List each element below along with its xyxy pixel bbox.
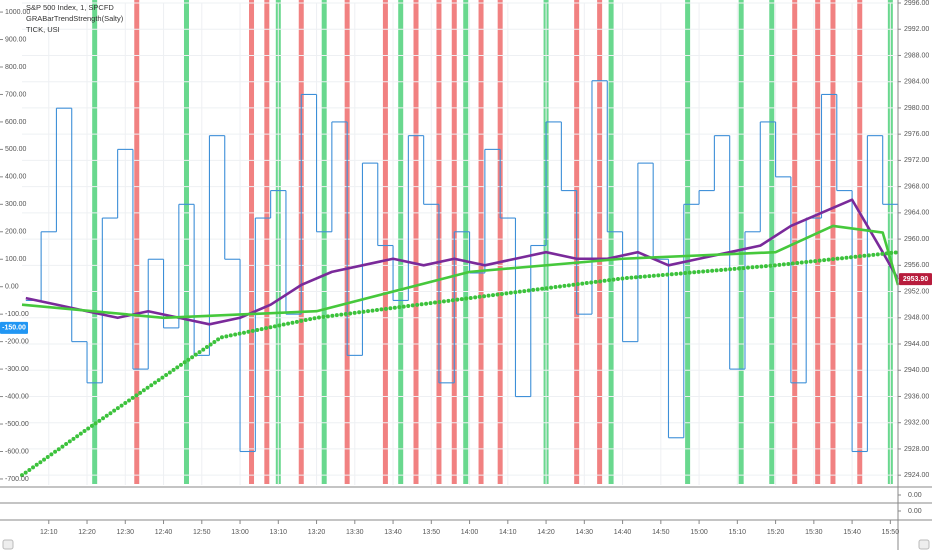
y-tick-label: 0.00	[5, 284, 19, 291]
x-tick-label: 12:50	[193, 529, 211, 536]
series-line	[20, 250, 900, 478]
y2-tick-label: 2992.00	[904, 26, 929, 33]
y2-tick-label: 2936.00	[904, 393, 929, 400]
x-tick-label: 14:50	[652, 529, 670, 536]
y2-tick-label: 2964.00	[904, 210, 929, 217]
x-tick-label: 14:40	[614, 529, 632, 536]
last-value-badge	[899, 273, 932, 286]
y-tick-label: 600.00	[5, 119, 27, 126]
y-tick-label: 100.00	[5, 256, 27, 263]
y2-tick-label: 2980.00	[904, 105, 929, 112]
pane-tick-label: 0.00	[908, 492, 922, 499]
y2-tick-label: 2944.00	[904, 341, 929, 348]
pane-tick-label: 0.00	[908, 508, 922, 515]
y-tick-label: 300.00	[5, 201, 27, 208]
y-tick-label: 200.00	[5, 229, 27, 236]
y-tick-label: -100.00	[5, 311, 29, 318]
signal-band	[382, 0, 388, 484]
x-tick-label: 12:10	[40, 529, 58, 536]
signal-band	[92, 0, 98, 484]
signal-band	[183, 0, 189, 484]
legend-entry: GRABarTrendStrength(Salty)	[26, 14, 124, 23]
x-tick-label: 13:50	[423, 529, 441, 536]
x-tick-label: 15:40	[843, 529, 861, 536]
last-value-label: 2953.90	[903, 276, 928, 283]
y2-tick-label: 2928.00	[904, 446, 929, 453]
signal-band	[815, 0, 821, 484]
signal-band	[478, 0, 484, 484]
y2-tick-label: 2960.00	[904, 236, 929, 243]
x-tick-label: 12:40	[155, 529, 173, 536]
signal-band	[413, 0, 419, 484]
y2-tick-label: 2968.00	[904, 183, 929, 190]
x-tick-label: 15:30	[805, 529, 823, 536]
x-tick-label: 14:20	[537, 529, 555, 536]
grid	[22, 2, 898, 485]
signal-band	[398, 0, 404, 484]
y-tick-label: 800.00	[5, 64, 27, 71]
signal-band	[769, 0, 775, 484]
signal-band	[857, 0, 863, 484]
y2-tick-label: 2996.00	[904, 0, 929, 7]
signal-band	[264, 0, 270, 484]
y-tick-label: -400.00	[5, 393, 29, 400]
x-tick-label: 15:10	[729, 529, 747, 536]
x-tick-label: 14:10	[499, 529, 517, 536]
y2-tick-label: 2948.00	[904, 315, 929, 322]
y2-tick-label: 2972.00	[904, 157, 929, 164]
y2-tick-label: 2924.00	[904, 472, 929, 479]
signal-band	[134, 0, 140, 484]
x-tick-label: 12:30	[117, 529, 135, 536]
y-tick-label: -600.00	[5, 448, 29, 455]
legend-entry: S&P 500 Index, 1, SPCFD	[26, 3, 114, 12]
legend-entry: TICK, USI	[26, 25, 60, 34]
signal-band	[249, 0, 255, 484]
y-tick-label: -300.00	[5, 366, 29, 373]
y2-tick-label: 2932.00	[904, 420, 929, 427]
x-tick-label: 13:10	[270, 529, 288, 536]
y-tick-label: -500.00	[5, 421, 29, 428]
signal-band	[497, 0, 503, 484]
signal-band	[830, 0, 836, 484]
axes: 12:10 12:20 12:30 12:40 12:50 13:00 13:10 13:20…	[0, 0, 932, 536]
y2-tick-label: 2940.00	[904, 367, 929, 374]
x-tick-label: 14:30	[576, 529, 594, 536]
signal-band	[685, 0, 691, 484]
plot	[20, 80, 900, 478]
y-tick-label: 900.00	[5, 36, 27, 43]
signal-band	[321, 0, 327, 484]
series-line	[21, 224, 900, 320]
x-tick-label: 13:40	[384, 529, 402, 536]
signal-band	[738, 0, 744, 484]
signal-band	[597, 0, 603, 484]
y2-tick-label: 2976.00	[904, 131, 929, 138]
last-value-label: -150.00	[2, 325, 26, 332]
zoom-button[interactable]	[2, 539, 14, 550]
y-tick-label: -200.00	[5, 338, 29, 345]
y-tick-label: 700.00	[5, 91, 27, 98]
x-tick-label: 13:00	[231, 529, 249, 536]
y-tick-label: 500.00	[5, 146, 27, 153]
y2-tick-label: 2984.00	[904, 79, 929, 86]
legend: S&P 500 Index, 1, SPCFD GRABarTrendStren…	[26, 3, 124, 34]
x-tick-label: 13:30	[346, 529, 364, 536]
y2-tick-label: 2956.00	[904, 262, 929, 269]
y2-tick-label: 2988.00	[904, 52, 929, 59]
x-tick-label: 14:00	[461, 529, 479, 536]
signal-band	[608, 0, 614, 484]
x-tick-label: 15:50	[882, 529, 900, 536]
x-tick-label: 13:20	[308, 529, 326, 536]
y2-tick-label: 2952.00	[904, 288, 929, 295]
settings-button[interactable]	[918, 539, 930, 550]
last-value-badge	[0, 321, 28, 334]
x-tick-label: 15:20	[767, 529, 785, 536]
y-tick-label: 400.00	[5, 174, 27, 181]
x-tick-label: 15:00	[690, 529, 708, 536]
y-tick-label: -700.00	[5, 476, 29, 483]
y-tick-label: 1000.00	[5, 9, 30, 16]
x-tick-label: 12:20	[78, 529, 96, 536]
signal-band	[792, 0, 798, 484]
signal-band	[463, 0, 469, 484]
